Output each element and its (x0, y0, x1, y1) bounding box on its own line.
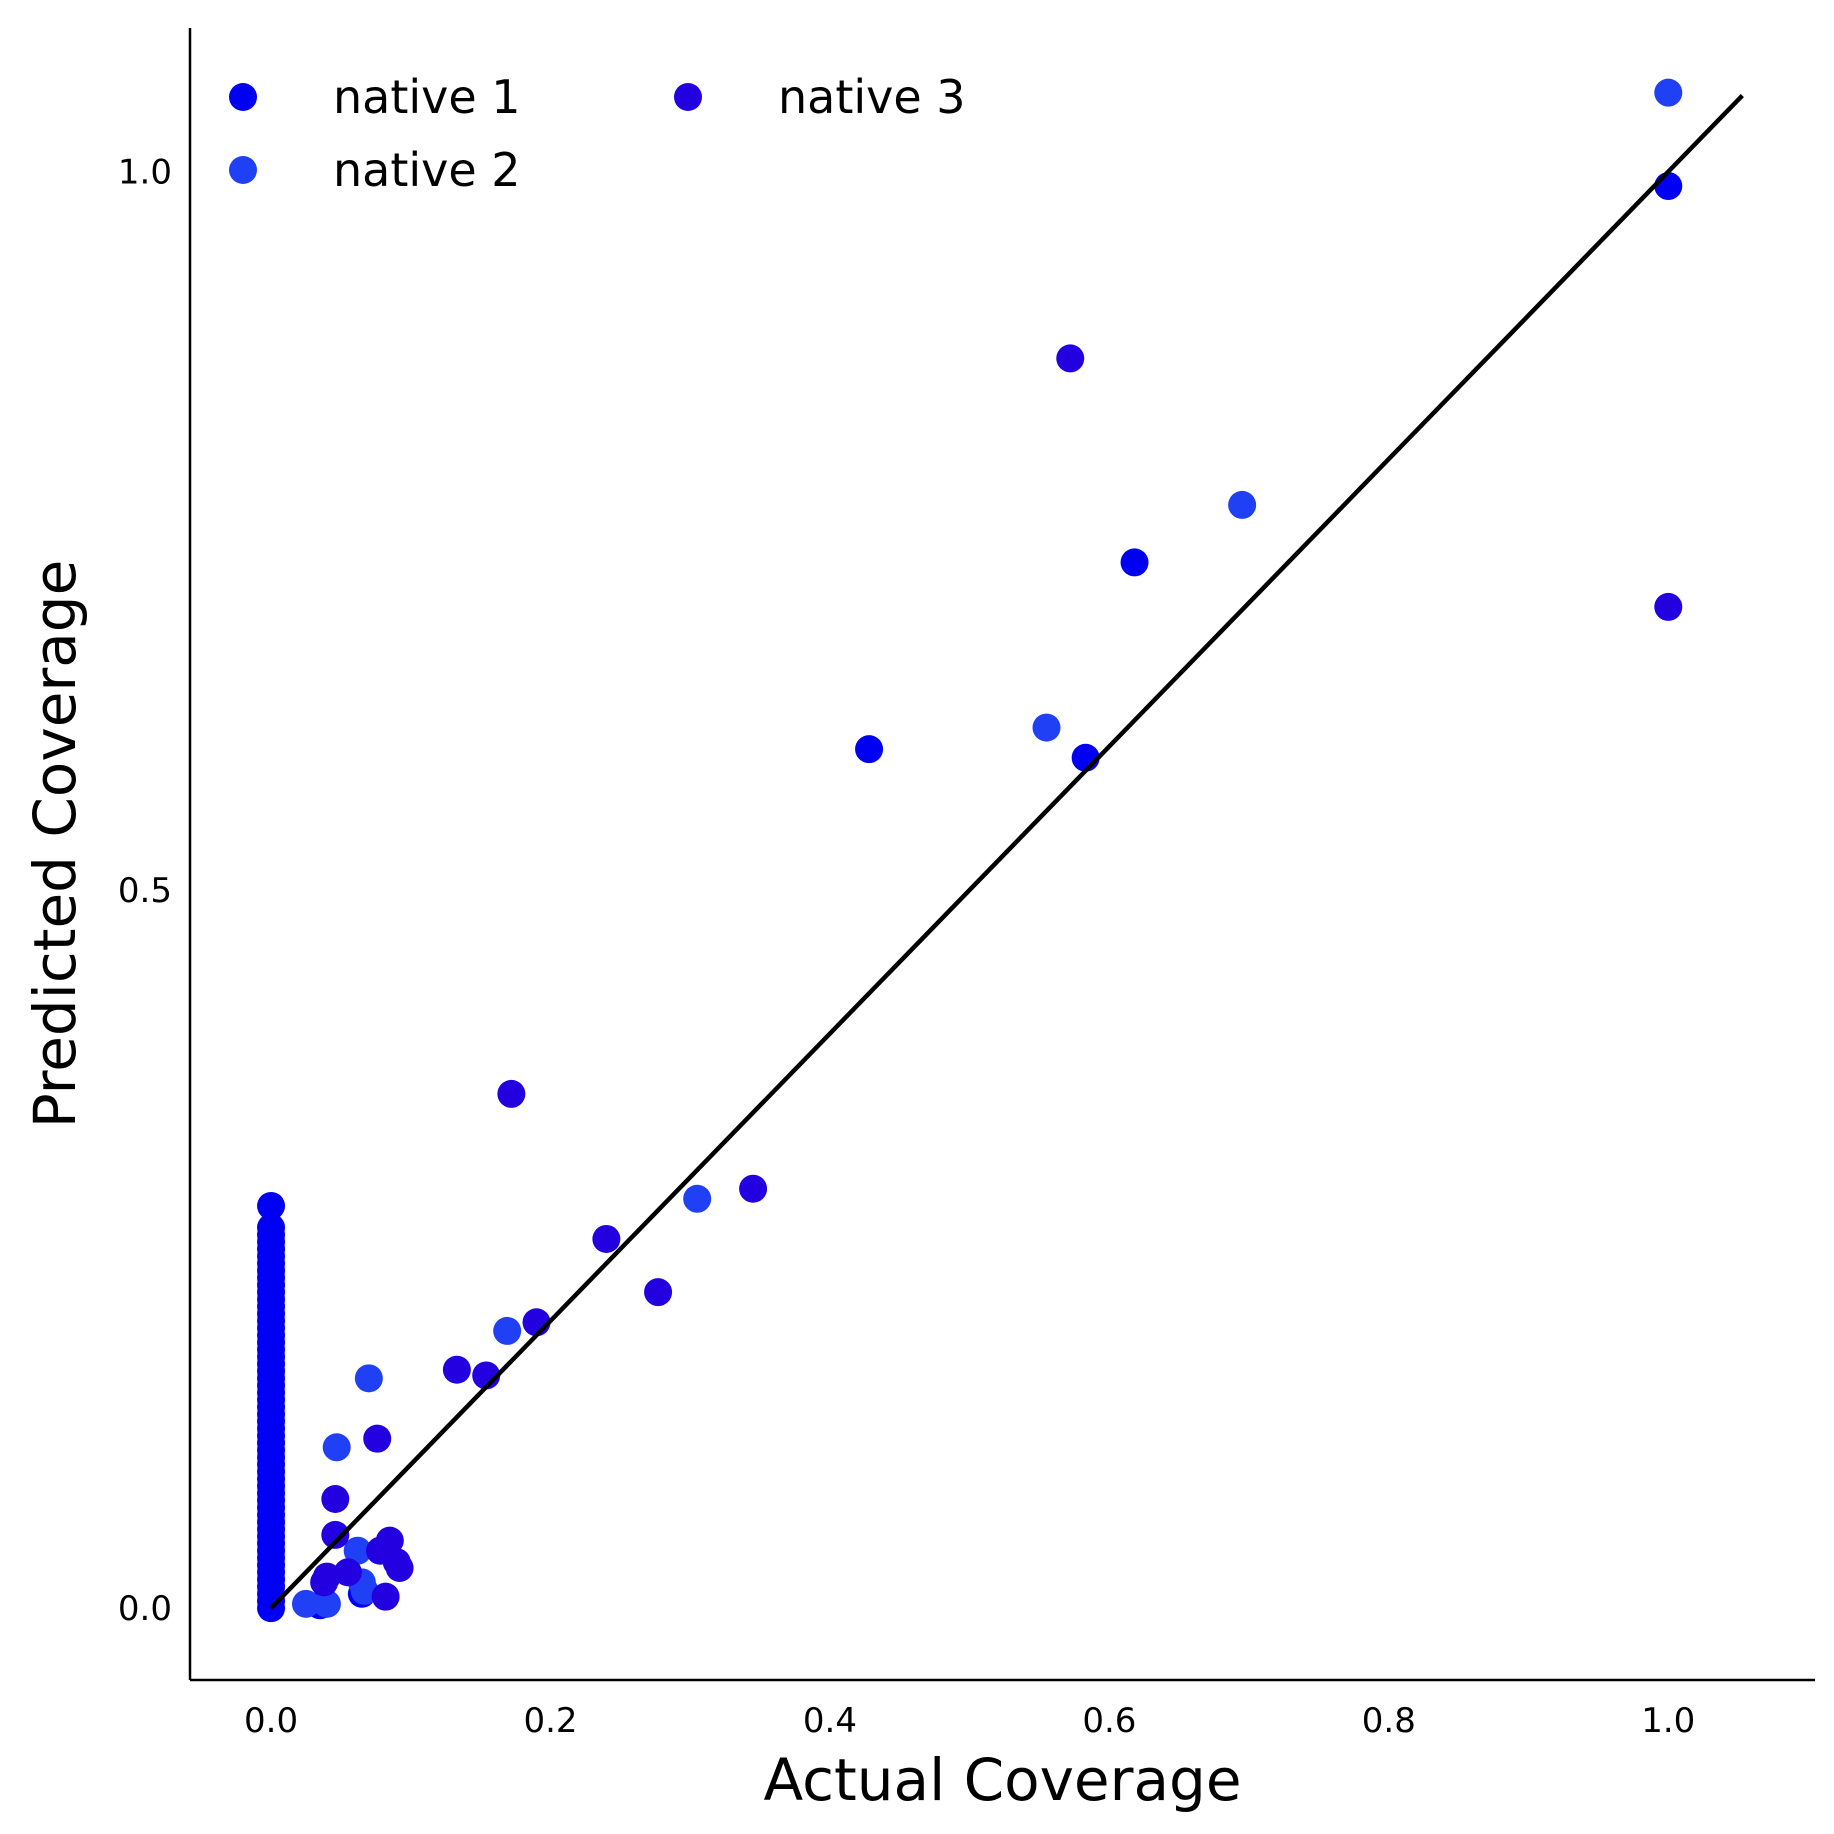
data-point-series-2 (683, 1184, 712, 1213)
data-point-series-3 (333, 1558, 362, 1587)
x-tick-label: 1.0 (1641, 1701, 1695, 1741)
legend-label: native 3 (778, 70, 966, 124)
data-point-series-1 (1120, 548, 1149, 577)
data-point-series-3 (442, 1355, 471, 1384)
data-point-series-2 (291, 1589, 320, 1618)
y-tick-label: 0.5 (118, 871, 172, 911)
data-point-series-2 (1228, 490, 1257, 519)
legend-label: native 2 (333, 143, 521, 197)
data-point-series-3 (1654, 592, 1683, 621)
x-tick-label: 0.4 (803, 1701, 857, 1741)
legend: native 1 native 2 native 3 (229, 70, 966, 197)
data-point-series-1 (257, 1213, 286, 1242)
data-point-series-2 (354, 1364, 383, 1393)
identity-reference-line (269, 93, 1744, 1610)
data-points (257, 78, 1683, 1623)
data-point-series-3 (371, 1582, 400, 1611)
data-point-series-2 (493, 1316, 522, 1345)
data-point-series-1 (1654, 172, 1683, 201)
legend-marker (229, 156, 257, 184)
data-point-series-2 (343, 1536, 372, 1565)
data-point-series-3 (321, 1520, 350, 1549)
data-point-series-3 (363, 1424, 392, 1453)
data-point-series-3 (1056, 344, 1085, 373)
y-tick-labels: 0.0 0.5 1.0 (118, 153, 172, 1630)
x-axis-title: Actual Coverage (763, 1746, 1241, 1814)
legend-marker (674, 83, 702, 111)
y-tick-label: 1.0 (118, 153, 172, 193)
legend-label: native 1 (333, 70, 521, 124)
x-tick-label: 0.8 (1362, 1701, 1416, 1741)
data-point-series-3 (310, 1568, 339, 1597)
data-point-series-2 (322, 1433, 351, 1462)
y-tick-label: 0.0 (118, 1589, 172, 1629)
data-point-series-3 (321, 1484, 350, 1513)
data-point-series-3 (592, 1224, 621, 1253)
y-axis-title: Predicted Coverage (21, 560, 89, 1129)
x-tick-label: 0.0 (244, 1701, 298, 1741)
legend-marker (229, 83, 257, 111)
data-point-series-2 (1032, 713, 1061, 742)
data-point-series-1 (257, 1191, 286, 1220)
data-point-series-1 (855, 735, 884, 764)
data-point-series-3 (644, 1278, 673, 1307)
x-tick-label: 0.2 (523, 1701, 577, 1741)
data-point-series-3 (497, 1079, 526, 1108)
data-point-series-2 (1654, 78, 1683, 107)
x-tick-labels: 0.0 0.2 0.4 0.6 0.8 1.0 (244, 1701, 1695, 1741)
data-point-series-2 (312, 1589, 341, 1618)
data-point-series-2 (350, 1576, 379, 1605)
data-point-series-3 (739, 1174, 768, 1203)
x-tick-label: 0.6 (1082, 1701, 1136, 1741)
data-point-series-3 (382, 1548, 411, 1577)
